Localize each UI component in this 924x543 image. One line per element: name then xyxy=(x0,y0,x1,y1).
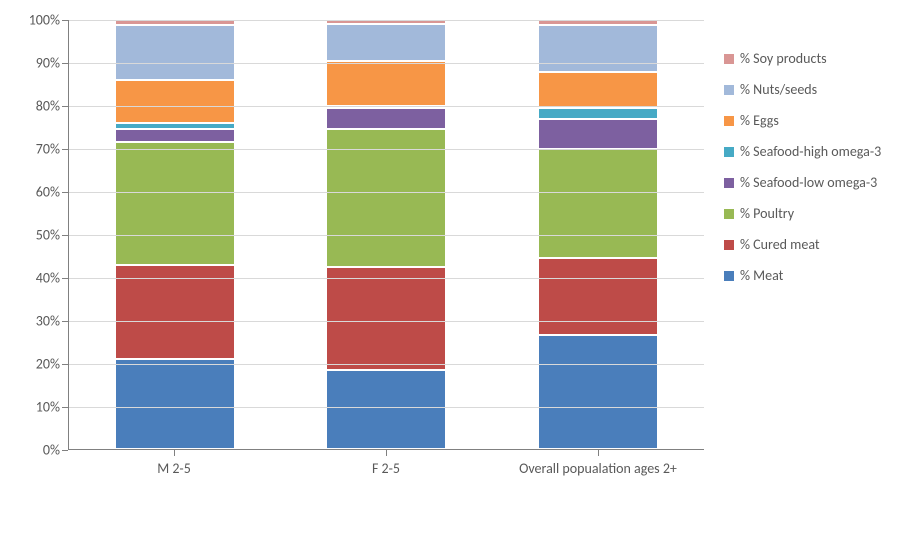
y-tick-label: 70% xyxy=(36,141,60,158)
x-tick-label: F 2-5 xyxy=(296,460,476,477)
legend-swatch xyxy=(724,271,734,281)
gridline xyxy=(69,149,704,150)
legend-item: % Meat xyxy=(724,267,894,284)
gridline xyxy=(69,278,704,279)
legend-label: % Meat xyxy=(740,267,783,284)
legend-item: % Cured meat xyxy=(724,236,894,253)
bar-segment xyxy=(326,24,446,60)
legend-swatch xyxy=(724,209,734,219)
y-tick-label: 50% xyxy=(36,227,60,244)
y-tick-label: 40% xyxy=(36,270,60,287)
y-tick-label: 10% xyxy=(36,399,60,416)
x-axis-labels: M 2-5 F 2-5 Overall popualation ages 2+ xyxy=(68,460,704,477)
bar-segment xyxy=(538,25,658,71)
gridline xyxy=(69,321,704,322)
bar-segment xyxy=(326,370,446,449)
legend-swatch xyxy=(724,240,734,250)
plot-area: 0%10%20%30%40%50%60%70%80%90%100% M 2-5F… xyxy=(20,20,704,523)
y-tick-label: 30% xyxy=(36,313,60,330)
chart-body xyxy=(68,20,704,450)
stacked-bar-chart: 0%10%20%30%40%50%60%70%80%90%100% M 2-5F… xyxy=(20,20,904,523)
gridline xyxy=(69,364,704,365)
bar-segment xyxy=(326,108,446,129)
y-tick-label: 60% xyxy=(36,184,60,201)
bar-segment xyxy=(115,80,235,123)
gridline xyxy=(69,63,704,64)
bar-segment xyxy=(538,119,658,149)
y-axis: 0%10%20%30%40%50%60%70%80%90%100% xyxy=(20,20,68,450)
legend-label: % Soy products xyxy=(740,50,827,67)
legend-label: % Nuts/seeds xyxy=(740,81,817,98)
bar-segment xyxy=(326,129,446,266)
gridline xyxy=(69,235,704,236)
bar-segment xyxy=(115,142,235,264)
legend-swatch xyxy=(724,85,734,95)
legend-label: % Poultry xyxy=(740,205,794,222)
legend-item: % Seafood-low omega-3 xyxy=(724,174,894,191)
bar-segment xyxy=(326,267,446,370)
legend-swatch xyxy=(724,178,734,188)
bar-segment xyxy=(538,258,658,335)
gridline xyxy=(69,106,704,107)
y-tick-label: 90% xyxy=(36,55,60,72)
legend-item: % Seafood-high omega-3 xyxy=(724,143,894,160)
gridline xyxy=(69,20,704,21)
bar-segment xyxy=(538,72,658,108)
x-tick-label: M 2-5 xyxy=(84,460,264,477)
bar-segment xyxy=(115,359,235,449)
bar-segment xyxy=(115,129,235,142)
legend-item: % Nuts/seeds xyxy=(724,81,894,98)
legend-swatch xyxy=(724,147,734,157)
y-tick-label: 20% xyxy=(36,356,60,373)
legend-swatch xyxy=(724,116,734,126)
legend-item: % Eggs xyxy=(724,112,894,129)
bar-segment xyxy=(115,25,235,80)
legend-label: % Seafood-low omega-3 xyxy=(740,174,877,191)
bar-segment xyxy=(538,335,658,449)
legend: % Soy products % Nuts/seeds % Eggs % Seafoo… xyxy=(704,20,904,523)
y-tick-label: 100% xyxy=(29,12,60,29)
x-tick-label: Overall popualation ages 2+ xyxy=(508,460,688,477)
legend-label: % Cured meat xyxy=(740,236,820,253)
y-tick-label: 0% xyxy=(43,442,60,459)
legend-swatch xyxy=(724,54,734,64)
gridline xyxy=(69,407,704,408)
y-tick-label: 80% xyxy=(36,98,60,115)
legend-label: % Eggs xyxy=(740,112,779,129)
legend-label: % Seafood-high omega-3 xyxy=(740,143,881,160)
bar-segment xyxy=(326,61,446,106)
bar-segment xyxy=(538,149,658,258)
gridline xyxy=(69,192,704,193)
legend-item: % Soy products xyxy=(724,50,894,67)
bar-segment xyxy=(538,108,658,119)
legend-item: % Poultry xyxy=(724,205,894,222)
